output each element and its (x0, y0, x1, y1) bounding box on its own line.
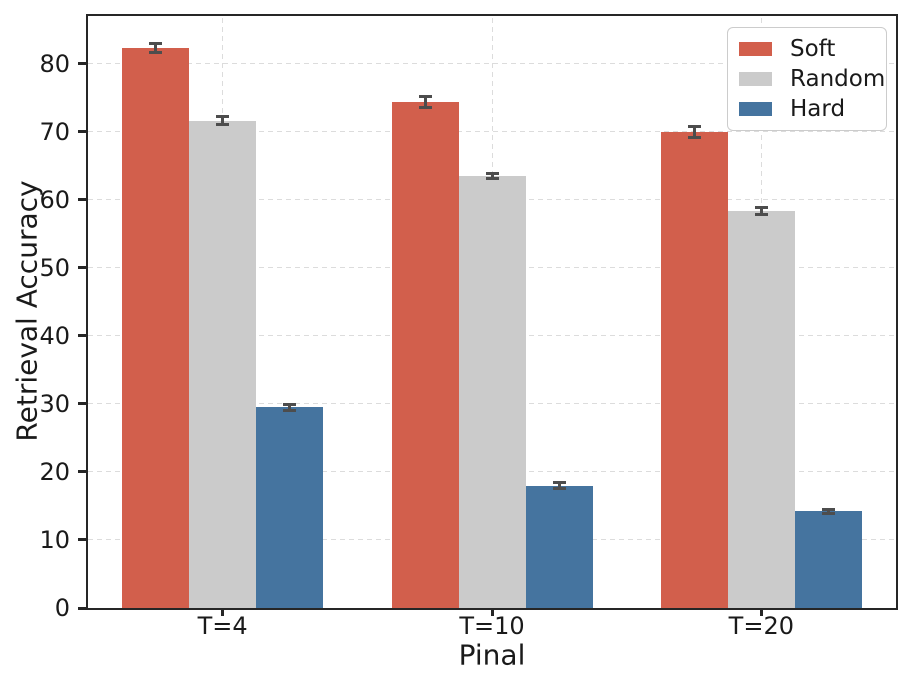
legend-item-hard: Hard (739, 95, 874, 123)
errorbar-cap-random-t4 (216, 115, 230, 119)
y-tick-label: 0 (54, 594, 70, 622)
bar-hard-t4 (256, 407, 324, 608)
errorbar-cap-random-t10 (485, 171, 499, 175)
x-tick-mark (221, 608, 225, 616)
x-tick-label: T=4 (197, 612, 248, 640)
errorbar-hard-t4 (288, 404, 292, 410)
y-tick-mark (78, 606, 86, 610)
y-tick-label: 60 (39, 185, 70, 214)
y-tick-label: 10 (39, 525, 70, 554)
y-tick-label: 50 (39, 253, 70, 282)
y-tick-mark (78, 266, 86, 270)
errorbar-cap-hard-t10 (552, 487, 566, 491)
errorbar-cap-random-t20 (754, 205, 768, 209)
errorbar-soft-t10 (423, 96, 427, 108)
errorbar-cap-soft-t4 (149, 42, 163, 46)
errorbar-hard-t20 (826, 509, 830, 514)
errorbar-cap-soft-t20 (687, 136, 701, 140)
errorbar-cap-random-t20 (754, 212, 768, 216)
legend-swatch-random (739, 72, 772, 86)
y-tick-mark (78, 130, 86, 134)
errorbar-soft-t20 (692, 126, 696, 138)
y-tick-mark (78, 402, 86, 406)
bar-random-t4 (189, 120, 257, 608)
errorbar-random-t10 (490, 173, 494, 179)
bar-soft-t10 (391, 101, 459, 608)
errorbar-cap-soft-t4 (149, 50, 163, 54)
y-tick-mark (78, 198, 86, 202)
x-tick-mark (490, 608, 494, 616)
legend-label-hard: Hard (790, 96, 846, 122)
legend-item-soft: Soft (739, 35, 874, 63)
bar-hard-t20 (794, 511, 862, 608)
errorbar-cap-soft-t10 (418, 105, 432, 109)
y-tick-label: 40 (39, 321, 70, 350)
y-tick-mark (78, 470, 86, 474)
errorbar-hard-t10 (557, 482, 561, 489)
bar-random-t10 (458, 175, 526, 608)
x-tick-label: T=20 (728, 612, 794, 640)
y-tick-label: 30 (39, 389, 70, 418)
legend-swatch-hard (739, 102, 772, 116)
errorbar-cap-random-t4 (216, 123, 230, 127)
errorbar-random-t4 (221, 116, 225, 125)
x-tick-label: T=10 (459, 612, 525, 640)
y-tick-label: 70 (39, 117, 70, 146)
errorbar-cap-hard-t10 (552, 480, 566, 484)
y-tick-mark (78, 62, 86, 66)
legend-swatch-soft (739, 42, 772, 56)
y-tick-mark (78, 334, 86, 338)
legend-label-soft: Soft (790, 36, 836, 62)
errorbar-cap-random-t10 (485, 177, 499, 181)
bar-random-t20 (727, 210, 795, 608)
legend-label-random: Random (790, 66, 886, 92)
errorbar-cap-soft-t20 (687, 125, 701, 129)
errorbar-cap-hard-t4 (283, 403, 297, 407)
errorbar-cap-hard-t4 (283, 408, 297, 412)
y-tick-label: 20 (39, 457, 70, 486)
bar-soft-t20 (660, 132, 728, 608)
legend: Soft Random Hard (727, 27, 887, 131)
bar-hard-t10 (525, 485, 593, 608)
y-tick-label: 80 (39, 49, 70, 78)
x-tick-mark (759, 608, 763, 616)
y-tick-mark (78, 538, 86, 542)
errorbar-soft-t4 (154, 43, 158, 53)
errorbar-random-t20 (759, 207, 763, 215)
errorbar-cap-hard-t20 (821, 507, 835, 511)
errorbar-cap-hard-t20 (821, 512, 835, 516)
legend-item-random: Random (739, 65, 885, 93)
errorbar-cap-soft-t10 (418, 94, 432, 98)
bar-soft-t4 (122, 47, 190, 608)
x-axis-label: Pinal (458, 638, 526, 672)
